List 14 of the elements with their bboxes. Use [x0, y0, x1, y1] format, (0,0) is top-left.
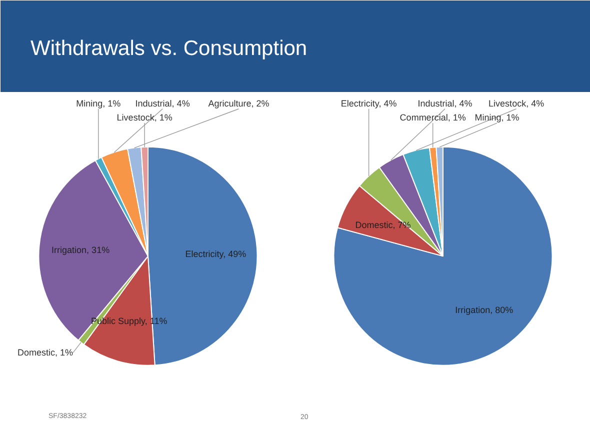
- slice-label: Livestock, 1%: [116, 112, 172, 123]
- slice-label: Agriculture, 2%: [208, 98, 270, 108]
- slice-label: Domestic, 1%: [17, 348, 74, 358]
- slice-label: Irrigation, 31%: [52, 244, 110, 255]
- slice-label: Irrigation, 80%: [455, 304, 514, 315]
- slice-label: Commercial, 1%: [400, 112, 466, 123]
- slice-label: Electricity, 4%: [340, 98, 397, 108]
- slice-label: Electricity, 49%: [185, 249, 246, 260]
- slice-label: Industrial, 4%: [135, 98, 190, 108]
- slice-label: Industrial, 4%: [418, 98, 472, 108]
- slice-label: Livestock, 4%: [488, 98, 544, 108]
- slice-label: Mining, 1%: [76, 98, 121, 108]
- chart-title: Withdrawals vs. Consumption: [30, 37, 308, 60]
- slice-label: Mining, 1%: [474, 112, 520, 123]
